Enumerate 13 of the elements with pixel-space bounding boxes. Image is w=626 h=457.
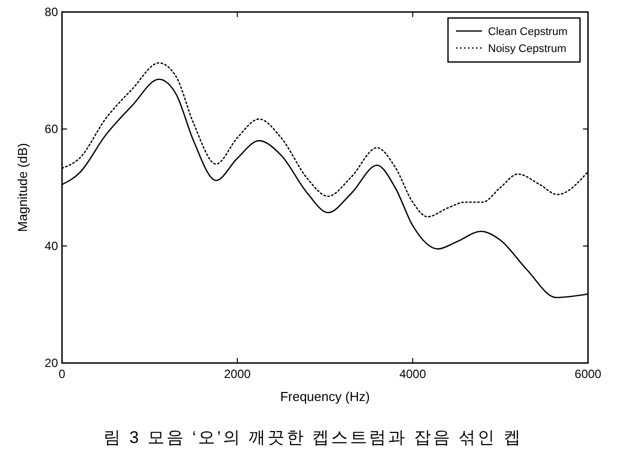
y-tick-label: 60 — [44, 122, 58, 136]
x-tick-label: 0 — [58, 367, 66, 381]
text: 림 3 모음 ‘오’의 깨끗한 켑스트럼과 잡음 섞인 켑 — [104, 428, 522, 447]
x-tick-label: 2000 — [224, 367, 252, 381]
legend-label: Clean Cepstrum — [488, 26, 568, 38]
x-axis-title: Frequency (Hz) — [280, 389, 370, 404]
y-tick-label: 40 — [44, 239, 58, 253]
y-tick-label: 20 — [44, 356, 58, 370]
y-axis-title: Magnitude (dB) — [15, 143, 30, 232]
legend-label: Noisy Cepstrum — [488, 43, 566, 55]
x-tick-label: 6000 — [574, 367, 602, 381]
y-tick-label: 80 — [44, 5, 58, 19]
x-tick-label: 4000 — [399, 367, 426, 381]
